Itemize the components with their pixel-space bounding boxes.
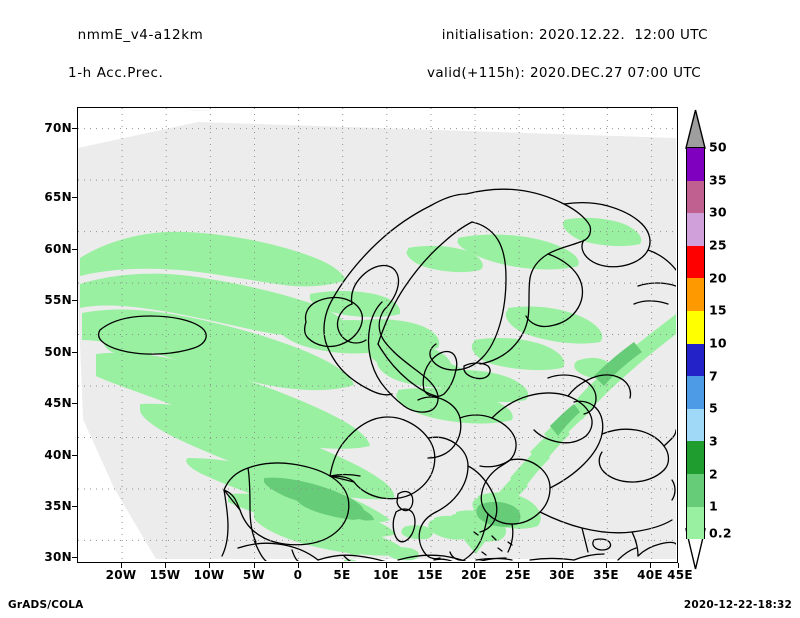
colorbar-over-arrow — [685, 109, 706, 149]
colorbar-label-20: 20 — [709, 270, 727, 286]
ytick-label: 55N — [44, 293, 72, 307]
colorbar-label-10: 10 — [709, 335, 727, 351]
colorbar-band-5[interactable] — [686, 408, 705, 442]
coastline-layer — [98, 188, 676, 561]
colorbar-label-0.2: 0.2 — [709, 525, 732, 541]
xtick-label: 15W — [149, 568, 181, 582]
colorbar-label-50: 50 — [709, 139, 727, 155]
header-left: nmmE_v4-a12km 1-h Acc.Prec. — [58, 7, 203, 121]
colorbar-label-5: 5 — [709, 400, 718, 416]
ytick-label: 50N — [44, 345, 72, 359]
colorbar-band-1[interactable] — [686, 506, 705, 540]
xtick-label: 40E — [637, 568, 663, 582]
map-canvas — [78, 108, 677, 562]
colorbar-band-7[interactable] — [686, 376, 705, 409]
gridline-layer — [78, 108, 676, 561]
ytick-label: 30N — [44, 550, 72, 564]
xtick-label: 10W — [193, 568, 225, 582]
colorbar-label-15: 15 — [709, 302, 727, 318]
header-right: initialisation: 2020.12.22. 12:00 UTC va… — [423, 7, 708, 121]
xtick-label: 20E — [461, 568, 487, 582]
colorbar-label-3: 3 — [709, 433, 718, 449]
xtick-label: 5E — [333, 568, 351, 582]
colorbar-band-20[interactable] — [686, 278, 705, 311]
colorbar-bands[interactable] — [686, 148, 705, 540]
xtick-label: 5W — [242, 568, 266, 582]
xtick-label: 10E — [373, 568, 399, 582]
colorbar-band-15[interactable] — [686, 310, 705, 344]
footer-timestamp: 2020-12-22-18:32 — [683, 599, 792, 611]
colorbar-band-3[interactable] — [686, 441, 705, 474]
ytick-label: 45N — [44, 396, 72, 410]
xtick-label: 35E — [593, 568, 619, 582]
colorbar-band-30[interactable] — [686, 213, 705, 246]
colorbar-band-2[interactable] — [686, 473, 705, 507]
colorbar-label-2: 2 — [709, 466, 718, 482]
initialisation-time: initialisation: 2020.12.22. 12:00 UTC — [441, 27, 708, 43]
colorbar-label-35: 35 — [709, 172, 727, 188]
xtick-label: 0 — [293, 568, 303, 582]
xtick-label: 15E — [417, 568, 443, 582]
ytick-label: 60N — [44, 242, 72, 256]
precip-layer-light — [80, 217, 676, 561]
map-graphic — [78, 108, 676, 561]
colorbar-label-1: 1 — [709, 498, 718, 514]
ytick-label: 65N — [44, 190, 72, 204]
ytick-label: 70N — [44, 121, 72, 135]
footer-source: GrADS/COLA — [8, 599, 84, 611]
colorbar-band-25[interactable] — [686, 245, 705, 279]
colorbar-label-7: 7 — [709, 368, 718, 384]
colorbar-band-10[interactable] — [686, 343, 705, 377]
xtick-label: 20W — [105, 568, 137, 582]
colorbar-label-30: 30 — [709, 204, 727, 220]
model-title: nmmE_v4-a12km — [77, 27, 204, 43]
ytick-label: 40N — [44, 448, 72, 462]
colorbar-band-50[interactable] — [686, 148, 705, 181]
colorbar-label-25: 25 — [709, 237, 727, 253]
ytick-label: 35N — [44, 499, 72, 513]
xtick-label: 45E — [667, 568, 693, 582]
xtick-label: 25E — [505, 568, 531, 582]
field-title: 1-h Acc.Prec. — [68, 65, 164, 81]
valid-time: valid(+115h): 2020.DEC.27 07:00 UTC — [427, 65, 702, 81]
map-panel[interactable] — [77, 107, 678, 563]
colorbar-band-35[interactable] — [686, 180, 705, 214]
xtick-label: 30E — [549, 568, 575, 582]
